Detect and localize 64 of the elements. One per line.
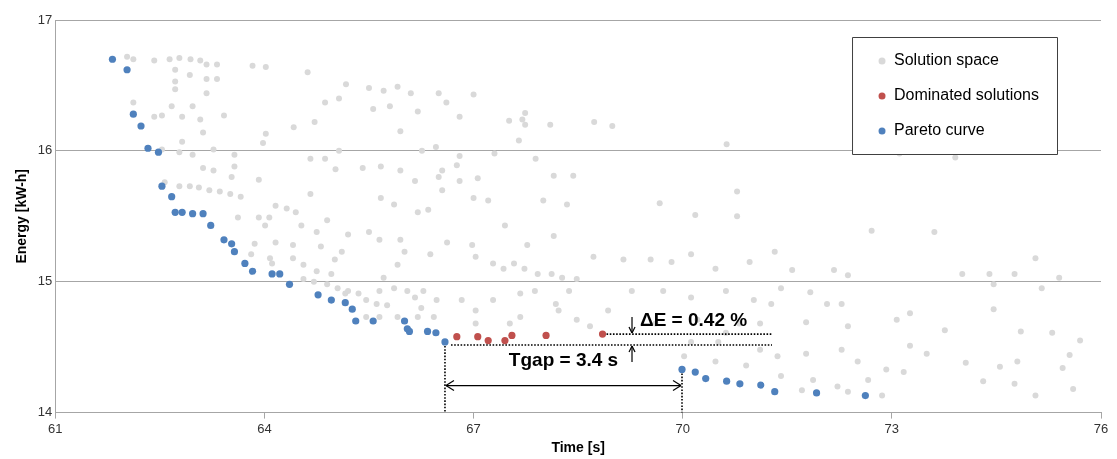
point [474, 333, 482, 341]
point [154, 148, 163, 156]
point [276, 270, 284, 278]
point [453, 333, 461, 341]
y-tick-label: 14 [37, 404, 53, 420]
x-tick-label: 64 [257, 420, 272, 436]
point [861, 391, 869, 400]
x-tick-label: 61 [48, 420, 63, 436]
point [327, 296, 335, 304]
point [736, 380, 744, 388]
point [268, 270, 276, 278]
point [757, 381, 765, 389]
point [771, 388, 779, 396]
point [314, 291, 322, 299]
point [199, 210, 207, 218]
x-axis-title: Time [s] [551, 439, 605, 456]
point [484, 337, 492, 345]
point [352, 317, 360, 325]
y-tick-label: 15 [37, 273, 53, 289]
point [702, 374, 710, 383]
point [228, 240, 236, 248]
point [241, 259, 249, 268]
point [341, 299, 349, 307]
point [220, 236, 228, 244]
point [812, 389, 821, 397]
y-tick-label: 17 [37, 11, 53, 27]
point [432, 329, 440, 337]
point [678, 365, 686, 374]
point [230, 248, 239, 256]
point [248, 267, 257, 275]
point [369, 317, 377, 325]
point [501, 337, 509, 345]
x-tick-label: 67 [466, 420, 481, 436]
legend-label: Dominated solutions [894, 86, 1039, 104]
point [598, 330, 607, 338]
point [137, 122, 145, 130]
point [508, 331, 516, 339]
point [423, 327, 432, 336]
legend-label: Pareto curve [894, 121, 985, 139]
point [189, 210, 197, 218]
point [348, 305, 356, 313]
point [171, 208, 179, 216]
legend-label: Solution space [894, 51, 1000, 69]
point [207, 221, 215, 230]
point [123, 66, 131, 74]
annotation: Tgap = 3.4 s [508, 348, 619, 370]
point [723, 377, 731, 385]
point [108, 55, 117, 63]
y-tick-label: 16 [37, 142, 53, 158]
x-tick-label: 73 [884, 420, 900, 436]
point [178, 208, 186, 216]
y-axis-title: Energy [kW-h] [13, 169, 30, 264]
point [691, 368, 699, 376]
annotation: ΔE = 0.42 % [640, 309, 748, 331]
point [542, 331, 550, 339]
point [129, 110, 137, 118]
point [158, 182, 166, 190]
point [285, 280, 294, 288]
point [441, 338, 449, 346]
point [400, 317, 409, 325]
point [144, 144, 152, 152]
point [168, 193, 176, 201]
x-tick-label: 76 [1093, 420, 1109, 436]
x-tick-label: 70 [675, 420, 690, 436]
